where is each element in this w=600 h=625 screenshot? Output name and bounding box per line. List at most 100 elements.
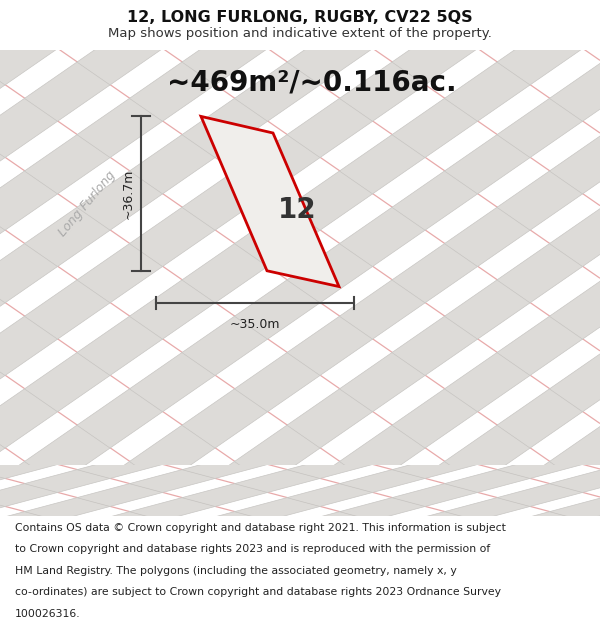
Polygon shape [0, 279, 5, 339]
Polygon shape [235, 469, 320, 492]
Polygon shape [0, 414, 5, 436]
Polygon shape [392, 26, 478, 85]
Polygon shape [182, 399, 268, 422]
Polygon shape [287, 461, 373, 521]
Polygon shape [340, 554, 425, 576]
Polygon shape [340, 425, 425, 484]
Polygon shape [130, 414, 215, 436]
Polygon shape [550, 352, 600, 412]
Polygon shape [550, 425, 600, 484]
Polygon shape [0, 498, 5, 521]
Polygon shape [0, 62, 5, 121]
Polygon shape [340, 581, 425, 604]
Polygon shape [497, 316, 583, 376]
Polygon shape [77, 399, 163, 422]
Polygon shape [25, 425, 110, 484]
Polygon shape [340, 134, 425, 194]
Polygon shape [182, 98, 268, 158]
Polygon shape [77, 456, 163, 479]
Polygon shape [0, 386, 5, 409]
Polygon shape [497, 428, 583, 451]
Polygon shape [497, 243, 583, 303]
Polygon shape [287, 484, 373, 506]
Polygon shape [182, 624, 268, 625]
Polygon shape [25, 386, 110, 409]
Polygon shape [340, 526, 425, 549]
Polygon shape [77, 624, 163, 625]
Polygon shape [340, 279, 425, 339]
Polygon shape [550, 62, 600, 121]
Polygon shape [77, 171, 163, 230]
Text: ~469m²/~0.116ac.: ~469m²/~0.116ac. [167, 69, 457, 97]
Polygon shape [445, 609, 530, 625]
Polygon shape [0, 441, 5, 464]
Polygon shape [77, 428, 163, 451]
Polygon shape [182, 428, 268, 451]
Polygon shape [0, 316, 58, 376]
Polygon shape [77, 484, 163, 506]
Polygon shape [0, 469, 5, 492]
Polygon shape [287, 171, 373, 230]
Bar [0, 516, 600, 625]
Polygon shape [130, 469, 215, 492]
Polygon shape [287, 539, 373, 562]
Polygon shape [550, 0, 600, 49]
Polygon shape [445, 352, 530, 412]
Polygon shape [25, 441, 110, 464]
Polygon shape [550, 554, 600, 576]
Polygon shape [25, 352, 110, 412]
Polygon shape [392, 456, 478, 479]
Polygon shape [445, 498, 530, 521]
Polygon shape [287, 26, 373, 85]
Text: HM Land Registry. The polygons (including the associated geometry, namely x, y: HM Land Registry. The polygons (includin… [15, 566, 457, 576]
Polygon shape [0, 98, 58, 158]
Polygon shape [340, 62, 425, 121]
Polygon shape [392, 624, 478, 625]
Text: Map shows position and indicative extent of the property.: Map shows position and indicative extent… [108, 27, 492, 40]
Polygon shape [0, 526, 5, 549]
Polygon shape [445, 469, 530, 492]
Polygon shape [0, 456, 58, 479]
Polygon shape [130, 425, 215, 484]
Polygon shape [182, 389, 268, 448]
Polygon shape [182, 456, 268, 479]
Polygon shape [497, 568, 583, 591]
Polygon shape [182, 461, 268, 521]
Polygon shape [235, 207, 320, 266]
Polygon shape [340, 352, 425, 412]
Polygon shape [25, 469, 110, 492]
Text: 100026316.: 100026316. [15, 609, 80, 619]
Polygon shape [445, 581, 530, 604]
Polygon shape [235, 425, 320, 484]
Polygon shape [287, 428, 373, 451]
Polygon shape [25, 62, 110, 121]
Polygon shape [0, 581, 5, 604]
Polygon shape [497, 511, 583, 534]
Polygon shape [130, 279, 215, 339]
Polygon shape [550, 414, 600, 436]
Polygon shape [340, 0, 425, 49]
Polygon shape [25, 526, 110, 549]
Polygon shape [287, 596, 373, 619]
Polygon shape [182, 26, 268, 85]
Text: Contains OS data © Crown copyright and database right 2021. This information is : Contains OS data © Crown copyright and d… [15, 522, 506, 532]
Polygon shape [392, 596, 478, 619]
Polygon shape [235, 526, 320, 549]
Text: Long Furlong: Long Furlong [56, 168, 118, 239]
Polygon shape [0, 511, 58, 534]
Polygon shape [497, 456, 583, 479]
Polygon shape [235, 386, 320, 409]
Polygon shape [550, 279, 600, 339]
Polygon shape [445, 414, 530, 436]
Polygon shape [550, 469, 600, 492]
Polygon shape [550, 609, 600, 625]
Polygon shape [497, 484, 583, 506]
Polygon shape [130, 581, 215, 604]
Polygon shape [130, 134, 215, 194]
Polygon shape [340, 469, 425, 492]
Polygon shape [445, 441, 530, 464]
Polygon shape [182, 568, 268, 591]
Polygon shape [392, 98, 478, 158]
Polygon shape [0, 352, 5, 412]
Polygon shape [340, 609, 425, 625]
